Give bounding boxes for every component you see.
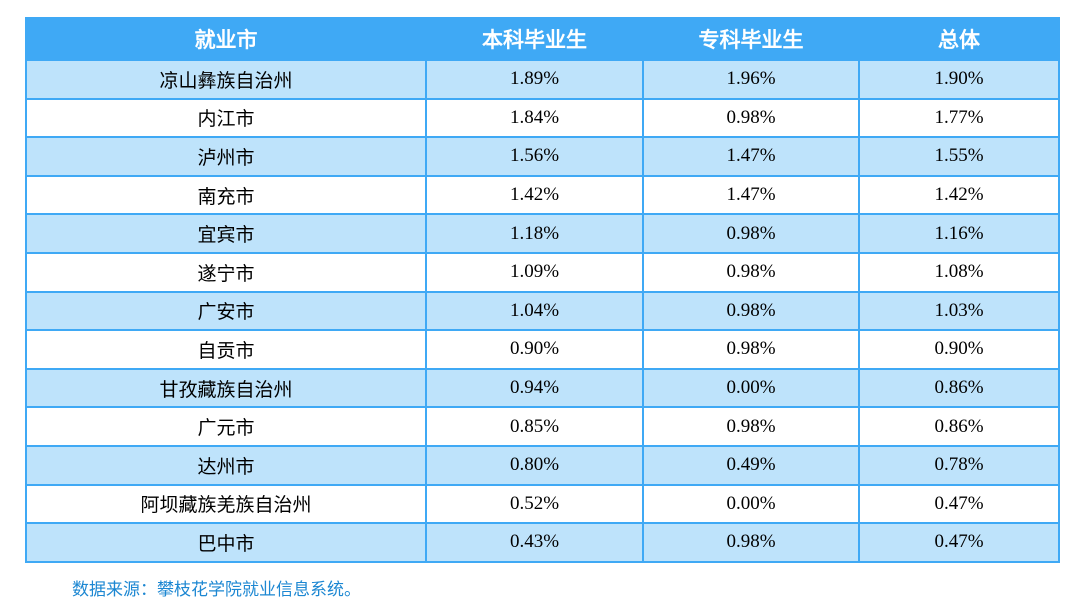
table-row: 巴中市 0.43% 0.98% 0.47%: [25, 522, 1060, 563]
city-cell: 阿坝藏族羌族自治州: [25, 483, 427, 525]
table-row: 广安市 1.04% 0.98% 1.03%: [25, 290, 1060, 332]
city-cell: 达州市: [25, 444, 427, 486]
column-header-junior-college: 专科毕业生: [642, 17, 860, 61]
rate-cell: 1.55%: [858, 136, 1060, 177]
column-header-city: 就业市: [25, 17, 427, 61]
rate-cell: 1.84%: [425, 97, 644, 139]
table-row: 遂宁市 1.09% 0.98% 1.08%: [25, 251, 1060, 293]
table-row: 阿坝藏族羌族自治州 0.52% 0.00% 0.47%: [25, 483, 1060, 525]
column-header-overall: 总体: [858, 17, 1060, 61]
rate-cell: 1.08%: [858, 251, 1060, 293]
rate-cell: 0.47%: [858, 522, 1060, 563]
rate-cell: 0.90%: [425, 329, 644, 370]
rate-cell: 1.47%: [642, 136, 860, 177]
city-cell: 凉山彝族自治州: [25, 59, 427, 100]
rate-cell: 1.42%: [858, 174, 1060, 216]
rate-cell: 0.85%: [425, 406, 644, 447]
rate-cell: 1.77%: [858, 97, 1060, 139]
rate-cell: 0.52%: [425, 483, 644, 525]
rate-cell: 1.47%: [642, 174, 860, 216]
table-row: 南充市 1.42% 1.47% 1.42%: [25, 174, 1060, 216]
table-row: 内江市 1.84% 0.98% 1.77%: [25, 97, 1060, 139]
city-cell: 泸州市: [25, 136, 427, 177]
rate-cell: 0.86%: [858, 406, 1060, 447]
rate-cell: 0.78%: [858, 444, 1060, 486]
rate-cell: 0.94%: [425, 367, 644, 409]
rate-cell: 0.80%: [425, 444, 644, 486]
table-row: 广元市 0.85% 0.98% 0.86%: [25, 406, 1060, 447]
table-row: 自贡市 0.90% 0.98% 0.90%: [25, 329, 1060, 370]
column-header-undergraduate: 本科毕业生: [425, 17, 644, 61]
rate-cell: 1.16%: [858, 213, 1060, 254]
rate-cell: 0.86%: [858, 367, 1060, 409]
rate-cell: 0.98%: [642, 290, 860, 332]
table-row: 达州市 0.80% 0.49% 0.78%: [25, 444, 1060, 486]
rate-cell: 0.98%: [642, 97, 860, 139]
city-cell: 南充市: [25, 174, 427, 216]
rate-cell: 0.47%: [858, 483, 1060, 525]
city-cell: 遂宁市: [25, 251, 427, 293]
data-source-note: 数据来源：攀枝花学院就业信息系统。: [72, 580, 361, 599]
table-row: 泸州市 1.56% 1.47% 1.55%: [25, 136, 1060, 177]
rate-cell: 1.96%: [642, 59, 860, 100]
rate-cell: 0.00%: [642, 483, 860, 525]
city-cell: 广安市: [25, 290, 427, 332]
rate-cell: 1.90%: [858, 59, 1060, 100]
city-cell: 广元市: [25, 406, 427, 447]
rate-cell: 0.98%: [642, 522, 860, 563]
table-body: 凉山彝族自治州 1.89% 1.96% 1.90% 内江市 1.84% 0.98% 1.77%…: [25, 59, 1060, 563]
rate-cell: 0.43%: [425, 522, 644, 563]
city-cell: 自贡市: [25, 329, 427, 370]
rate-cell: 0.49%: [642, 444, 860, 486]
header-row: 就业市 本科毕业生 专科毕业生 总体: [25, 17, 1060, 61]
rate-cell: 0.98%: [642, 329, 860, 370]
city-cell: 甘孜藏族自治州: [25, 367, 427, 409]
city-cell: 内江市: [25, 97, 427, 139]
rate-cell: 1.56%: [425, 136, 644, 177]
rate-cell: 1.09%: [425, 251, 644, 293]
city-cell: 巴中市: [25, 522, 427, 563]
table-header: 就业市 本科毕业生 专科毕业生 总体: [25, 17, 1060, 61]
rate-cell: 0.98%: [642, 406, 860, 447]
table-row: 宜宾市 1.18% 0.98% 1.16%: [25, 213, 1060, 254]
table-row: 甘孜藏族自治州 0.94% 0.00% 0.86%: [25, 367, 1060, 409]
city-cell: 宜宾市: [25, 213, 427, 254]
table-row: 凉山彝族自治州 1.89% 1.96% 1.90%: [25, 59, 1060, 100]
rate-cell: 0.98%: [642, 251, 860, 293]
rate-cell: 1.42%: [425, 174, 644, 216]
rate-cell: 0.90%: [858, 329, 1060, 370]
rate-cell: 0.98%: [642, 213, 860, 254]
rate-cell: 1.18%: [425, 213, 644, 254]
rate-cell: 1.03%: [858, 290, 1060, 332]
rate-cell: 1.89%: [425, 59, 644, 100]
rate-cell: 1.04%: [425, 290, 644, 332]
rate-cell: 0.00%: [642, 367, 860, 409]
employment-city-rate-table: 就业市 本科毕业生 专科毕业生 总体 凉山彝族自治州 1.89% 1.96% 1.90…: [25, 17, 1060, 563]
